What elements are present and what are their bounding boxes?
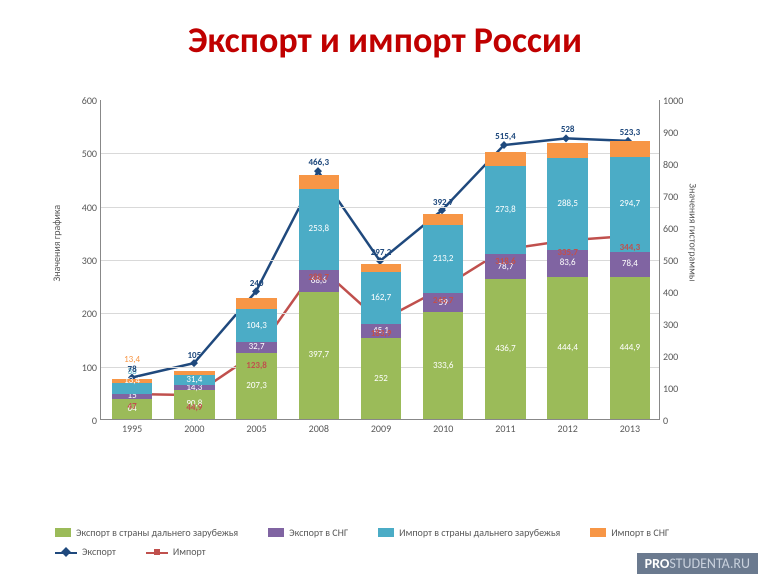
bar-segment-imp_cis: [236, 298, 276, 309]
line-label: 183,9: [371, 328, 392, 339]
legend-swatch: [268, 528, 284, 537]
bar-segment-exp_cis: [112, 394, 152, 399]
y-right-tick: 400: [663, 286, 693, 299]
y-left-tick: 200: [69, 307, 97, 320]
chart-area: 0100200300400500600010020030040050060070…: [70, 90, 690, 460]
legend-label: Экспорт: [82, 545, 116, 558]
bar-segment-imp_far: [361, 272, 401, 324]
legend-swatch: [55, 528, 71, 537]
legend-label: Импорт в страны дальнего зарубежья: [399, 526, 560, 539]
y-right-tick: 100: [663, 382, 693, 395]
legend: Экспорт в страны дальнего зарубежья Экспо…: [55, 526, 715, 558]
legend-swatch-line: [146, 547, 168, 557]
line-label: 523,3: [620, 127, 641, 138]
y-left-tick: 300: [69, 254, 97, 267]
bar-segment-imp_far: [610, 157, 650, 251]
bar-segment-exp_far: [361, 338, 401, 419]
bar-label-top: 13,4: [124, 354, 140, 365]
x-tick: 2005: [246, 422, 266, 435]
bar-segment-imp_cis: [299, 175, 339, 189]
line-label: 240: [250, 278, 264, 289]
y-axis-right-title: Значения гистограммы: [686, 183, 699, 281]
legend-label: Экспорт в страны дальнего зарубежья: [76, 526, 238, 539]
y-left-tick: 500: [69, 147, 97, 160]
bar-segment-imp_cis: [485, 152, 525, 166]
line-label: 515,4: [495, 131, 516, 142]
x-tick: 2011: [495, 422, 515, 435]
line-label: 528: [561, 124, 575, 135]
bar-segment-exp_far: [610, 277, 650, 419]
plot-area: 0100200300400500600010020030040050060070…: [100, 100, 660, 420]
x-tick: 2000: [184, 422, 204, 435]
line-label: 105: [187, 350, 201, 361]
bar-segment-imp_cis: [174, 371, 214, 375]
bar-segment-exp_far: [485, 279, 525, 419]
bar-segment-imp_far: [112, 383, 152, 394]
chart-title: Экспорт и импорт России: [0, 0, 770, 62]
bar-segment-imp_cis: [112, 379, 152, 383]
bar-segment-exp_far: [547, 277, 587, 419]
legend-swatch-line: [55, 547, 77, 557]
legend-item: Импорт в страны дальнего зарубежья: [378, 526, 560, 539]
y-left-tick: 0: [69, 414, 97, 427]
line-label: 297,2: [371, 247, 392, 258]
y-axis-left-title: Значения графика: [50, 205, 63, 282]
y-right-tick: 800: [663, 158, 693, 171]
legend-item: Экспорт: [55, 545, 116, 558]
legend-item: Импорт: [146, 545, 206, 558]
watermark-pre: PRO: [645, 555, 670, 572]
bar-segment-imp_far: [423, 225, 463, 293]
bar-segment-exp_cis: [174, 385, 214, 390]
x-tick: 2012: [558, 422, 578, 435]
legend-label: Импорт в СНГ: [611, 526, 669, 539]
x-tick: 2008: [309, 422, 329, 435]
x-tick: 1995: [122, 422, 142, 435]
line-label: 466,3: [308, 157, 329, 168]
legend-label: Экспорт в СНГ: [289, 526, 348, 539]
line-label: 123,8: [246, 360, 267, 371]
y-right-tick: 1000: [663, 94, 693, 107]
line-label: 288,7: [308, 272, 329, 283]
y-right-tick: 300: [663, 318, 693, 331]
bar-segment-imp_far: [299, 189, 339, 270]
bar-segment-imp_cis: [361, 264, 401, 272]
bar-segment-imp_cis: [610, 141, 650, 157]
bar-segment-imp_cis: [547, 143, 587, 158]
y-right-tick: 900: [663, 126, 693, 139]
x-tick: 2009: [371, 422, 391, 435]
legend-item: Экспорт в СНГ: [268, 526, 348, 539]
legend-item: Экспорт в страны дальнего зарубежья: [55, 526, 238, 539]
watermark: PROSTUDENTA.RU: [637, 553, 758, 574]
watermark-post: STUDENTA.RU: [669, 555, 750, 572]
bar-segment-exp_far: [299, 292, 339, 419]
y-left-tick: 600: [69, 94, 97, 107]
y-left-tick: 100: [69, 361, 97, 374]
y-left-tick: 400: [69, 201, 97, 214]
legend-swatch: [378, 528, 394, 537]
line-label: 318,6: [495, 256, 516, 267]
legend-label: Импорт: [173, 545, 206, 558]
bar-segment-imp_cis: [423, 214, 463, 225]
line-label: 78: [128, 364, 137, 375]
line-label: 344,3: [620, 242, 641, 253]
bar-segment-imp_far: [547, 158, 587, 250]
y-right-tick: 200: [663, 350, 693, 363]
legend-swatch: [590, 528, 606, 537]
line-label: 335,7: [557, 247, 578, 258]
bar-segment-exp_cis: [236, 342, 276, 352]
line-label: 392,7: [433, 197, 454, 208]
bar-segment-exp_far: [423, 312, 463, 419]
bar-segment-imp_far: [174, 375, 214, 385]
line-label: 245,7: [433, 295, 454, 306]
y-right-tick: 0: [663, 414, 693, 427]
bar-segment-imp_far: [485, 166, 525, 254]
x-tick: 2010: [433, 422, 453, 435]
line-label: 44,9: [186, 402, 202, 413]
legend-item: Импорт в СНГ: [590, 526, 669, 539]
bar-segment-imp_far: [236, 309, 276, 342]
x-tick: 2013: [620, 422, 640, 435]
bar-segment-exp_cis: [610, 252, 650, 277]
line-label: 47: [128, 401, 137, 412]
